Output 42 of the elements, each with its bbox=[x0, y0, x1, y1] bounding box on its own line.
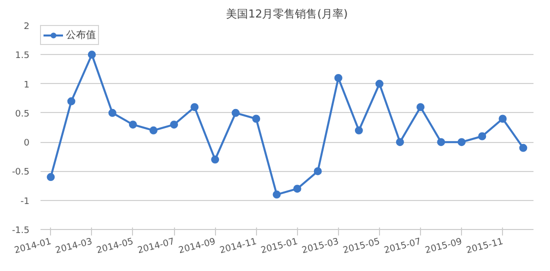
point bbox=[416, 103, 425, 112]
point bbox=[272, 190, 281, 199]
point bbox=[46, 173, 55, 182]
point bbox=[170, 120, 178, 129]
y-tick-label: 1.5 bbox=[15, 51, 30, 62]
y-tick-label: -1 bbox=[20, 196, 30, 207]
x-tick-label: 2014-01 bbox=[13, 237, 52, 256]
y-tick-label: -0.5 bbox=[12, 168, 30, 178]
point bbox=[375, 80, 384, 88]
point bbox=[108, 108, 116, 117]
point bbox=[128, 120, 137, 129]
y-tick-label: 0 bbox=[24, 138, 30, 149]
point bbox=[458, 138, 466, 146]
point bbox=[314, 167, 322, 176]
point bbox=[519, 144, 528, 152]
point bbox=[67, 97, 76, 106]
x-tick-label: 2014-03 bbox=[54, 237, 94, 256]
x-tick-label: 2015-09 bbox=[424, 237, 464, 256]
y-tick-label: 0.5 bbox=[15, 109, 30, 120]
point bbox=[396, 138, 404, 146]
point bbox=[478, 132, 486, 140]
point bbox=[211, 156, 220, 164]
point bbox=[334, 74, 342, 82]
y-tick-label: -1.5 bbox=[12, 226, 30, 236]
point bbox=[498, 114, 507, 123]
x-tick-label: 2015-11 bbox=[465, 237, 504, 256]
legend-label: 公布值 bbox=[66, 29, 96, 42]
y-tick-label: 1 bbox=[24, 80, 30, 90]
point bbox=[149, 126, 158, 134]
point bbox=[354, 126, 363, 134]
chart-title: 美国12月零售销售(月率) bbox=[226, 8, 348, 20]
x-tick-label: 2014-11 bbox=[218, 237, 258, 256]
point bbox=[88, 50, 96, 59]
x-tick-label: 2014-09 bbox=[178, 237, 217, 256]
x-tick-label: 2015-03 bbox=[301, 237, 340, 256]
x-tick-label: 2015-01 bbox=[260, 237, 299, 256]
point bbox=[252, 114, 260, 123]
point bbox=[293, 184, 302, 193]
y-tick-label: 2 bbox=[24, 22, 30, 32]
point bbox=[190, 103, 199, 112]
point bbox=[437, 138, 446, 146]
point bbox=[232, 108, 240, 117]
